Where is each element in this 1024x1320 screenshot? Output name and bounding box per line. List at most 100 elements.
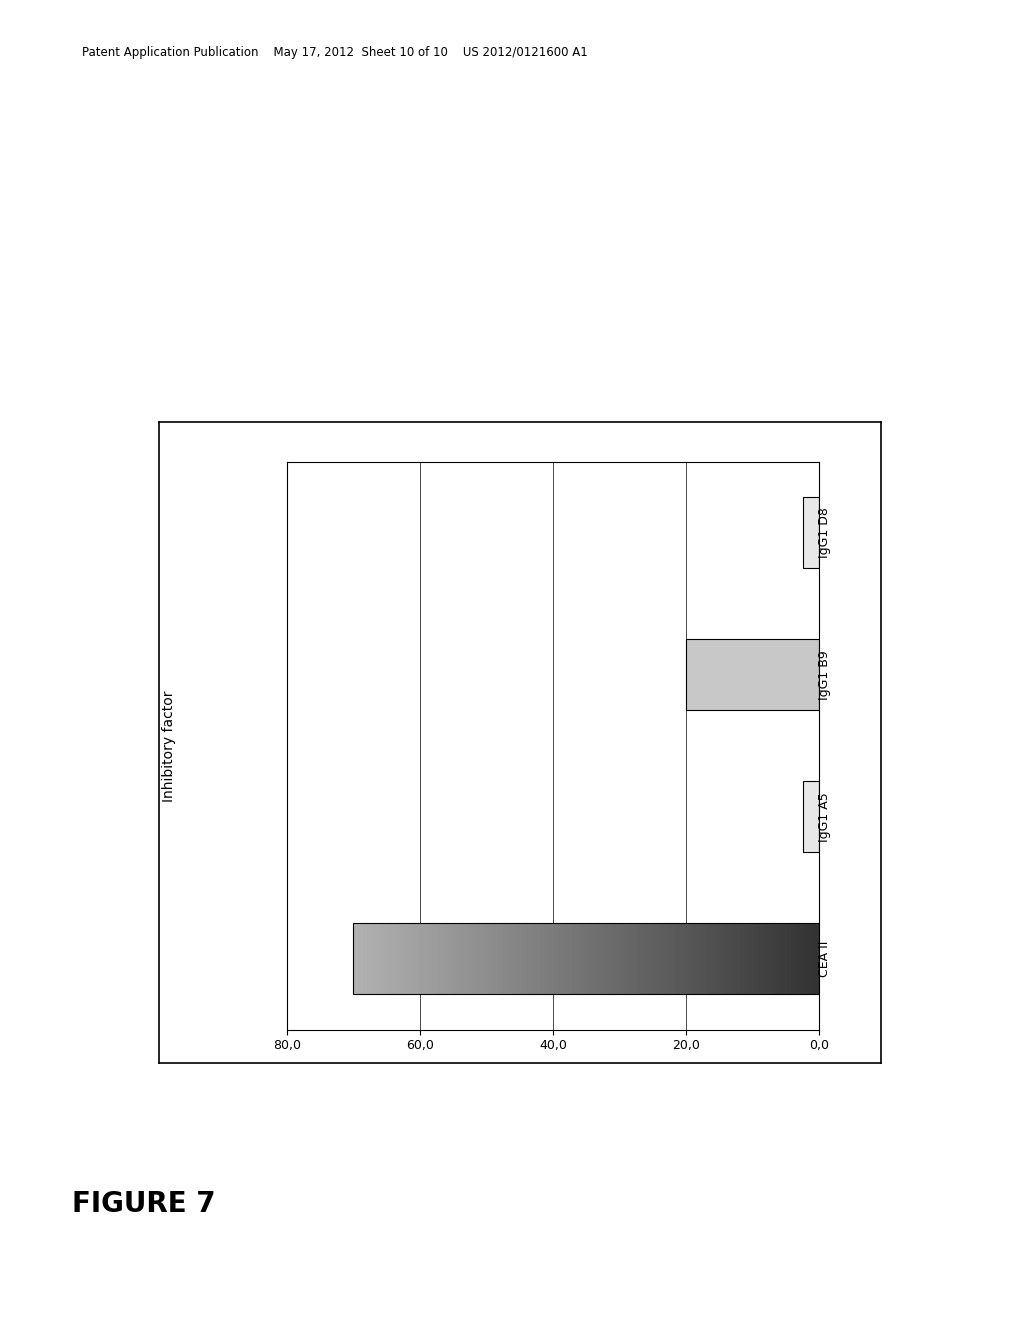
Bar [368, 923, 372, 994]
Bar [803, 498, 819, 569]
Bar [740, 923, 744, 994]
Bar [554, 923, 558, 994]
Bar [549, 923, 554, 994]
Bar [494, 923, 498, 994]
Bar [452, 923, 456, 994]
Bar [563, 923, 567, 994]
Bar [792, 923, 796, 994]
Bar [754, 923, 759, 994]
Bar [410, 923, 414, 994]
Bar [525, 923, 530, 994]
Bar [596, 923, 600, 994]
Bar [731, 923, 735, 994]
Bar [395, 923, 400, 994]
Bar [446, 923, 452, 994]
Bar [465, 923, 470, 994]
Bar [609, 923, 614, 994]
Bar [358, 923, 362, 994]
Text: IgG1 B9: IgG1 B9 [818, 649, 830, 700]
Bar [675, 923, 680, 994]
Text: Inhibitory factor: Inhibitory factor [162, 690, 176, 801]
Bar [404, 923, 410, 994]
Bar [686, 639, 819, 710]
Bar [461, 923, 465, 994]
Bar [680, 923, 684, 994]
Bar [432, 923, 437, 994]
Bar [362, 923, 368, 994]
Bar [586, 923, 591, 994]
Bar [381, 923, 386, 994]
Bar [600, 923, 605, 994]
Bar [545, 923, 549, 994]
Bar [670, 923, 675, 994]
Bar [772, 923, 777, 994]
Bar [647, 923, 651, 994]
Bar [660, 923, 666, 994]
Bar [712, 923, 717, 994]
Bar [744, 923, 750, 994]
Bar [414, 923, 419, 994]
Bar [801, 923, 805, 994]
Bar [503, 923, 507, 994]
Bar [470, 923, 474, 994]
Bar [456, 923, 461, 994]
Bar [777, 923, 782, 994]
Bar [726, 923, 731, 994]
Bar [353, 923, 358, 994]
Bar [810, 923, 814, 994]
Text: Patent Application Publication    May 17, 2012  Sheet 10 of 10    US 2012/012160: Patent Application Publication May 17, 2… [82, 46, 588, 59]
Bar [591, 923, 596, 994]
Bar [735, 923, 740, 994]
Bar [377, 923, 381, 994]
Bar [390, 923, 395, 994]
Bar [419, 923, 423, 994]
Bar [666, 923, 670, 994]
Bar [786, 923, 792, 994]
Bar [572, 923, 577, 994]
Bar [372, 923, 377, 994]
Bar [386, 923, 390, 994]
Bar [614, 923, 618, 994]
Bar [488, 923, 494, 994]
Bar [796, 923, 801, 994]
Bar [437, 923, 441, 994]
Bar [684, 923, 689, 994]
Bar [530, 923, 535, 994]
Bar [582, 923, 586, 994]
Bar [540, 923, 545, 994]
Bar [698, 923, 702, 994]
Bar [656, 923, 660, 994]
Bar [805, 923, 810, 994]
Bar [750, 923, 754, 994]
Bar [638, 923, 642, 994]
Bar [721, 923, 726, 994]
Bar [689, 923, 693, 994]
Text: IgG1 D8: IgG1 D8 [818, 507, 830, 558]
Bar [521, 923, 525, 994]
Text: IgG1 A5: IgG1 A5 [818, 792, 830, 842]
Bar [483, 923, 488, 994]
Bar [535, 923, 540, 994]
Bar [512, 923, 516, 994]
Bar [399, 923, 404, 994]
Bar [702, 923, 708, 994]
Bar [498, 923, 503, 994]
Bar [428, 923, 432, 994]
Bar [759, 923, 763, 994]
Bar [803, 781, 819, 853]
Bar [642, 923, 647, 994]
Text: FIGURE 7: FIGURE 7 [72, 1191, 215, 1218]
Bar [479, 923, 483, 994]
Bar [605, 923, 609, 994]
Bar [567, 923, 572, 994]
Bar [708, 923, 712, 994]
Bar [651, 923, 656, 994]
Bar [474, 923, 479, 994]
Bar [516, 923, 521, 994]
Bar [423, 923, 428, 994]
Bar [353, 923, 819, 994]
Bar [441, 923, 446, 994]
Bar [628, 923, 633, 994]
Bar [782, 923, 786, 994]
Bar [507, 923, 512, 994]
